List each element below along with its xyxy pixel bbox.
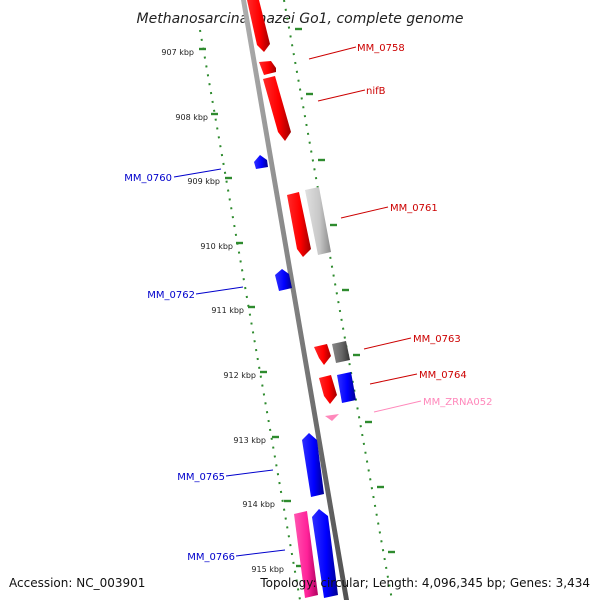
tick-label-914: 914 kbp <box>242 500 275 509</box>
gene-label-text[interactable]: MM_ZRNA052 <box>423 397 492 408</box>
gene-MM_0761-gray[interactable] <box>305 187 331 255</box>
gene-features <box>247 0 356 598</box>
tick-label-909: 909 kbp <box>187 177 220 186</box>
gene-MM_0761[interactable] <box>287 192 311 257</box>
gene-MM_0764-blue[interactable] <box>337 372 356 403</box>
gene-MM_0766[interactable] <box>312 509 338 598</box>
topology-text: Topology: circular; Length: 4,096,345 bp… <box>259 576 590 590</box>
tick-label-908: 908 kbp <box>175 113 208 122</box>
gene-MM_0762[interactable] <box>275 269 292 291</box>
label-MM_0765[interactable]: MM_0765 <box>177 469 274 483</box>
gene-label-text[interactable]: MM_0760 <box>124 173 172 184</box>
gene-MM_0763-dark[interactable] <box>332 341 350 363</box>
tick-label-910: 910 kbp <box>200 242 233 251</box>
label-nifB[interactable]: nifB <box>317 86 386 102</box>
gene-label-text[interactable]: MM_0764 <box>419 370 467 381</box>
label-MM_0763[interactable]: MM_0763 <box>363 334 461 350</box>
gene-labels: MM_0758 nifB MM_0761 MM_0763 MM_0764 MM_… <box>124 43 492 563</box>
tick-label-911: 911 kbp <box>211 306 244 315</box>
label-MM_0766[interactable]: MM_0766 <box>187 549 286 563</box>
label-MM_0761[interactable]: MM_0761 <box>340 203 438 219</box>
gene-MM_0758-tail[interactable] <box>259 61 276 75</box>
gene-MM_0766-pink[interactable] <box>294 511 318 598</box>
major-ticks <box>199 27 395 568</box>
gene-nifB[interactable] <box>263 76 291 141</box>
gene-label-text[interactable]: MM_0758 <box>357 43 405 54</box>
gene-label-text[interactable]: MM_0761 <box>390 203 438 214</box>
gene-label-text[interactable]: MM_0766 <box>187 552 235 563</box>
tick-track-left <box>199 29 301 600</box>
label-MM_ZRNA052[interactable]: MM_ZRNA052 <box>373 397 492 413</box>
tick-labels: 907 kbp 908 kbp 909 kbp 910 kbp 911 kbp … <box>161 48 284 574</box>
gene-MM_0763[interactable] <box>314 344 331 365</box>
gene-label-text[interactable]: MM_0762 <box>147 290 195 301</box>
tick-label-913: 913 kbp <box>233 436 266 445</box>
gene-label-text[interactable]: MM_0765 <box>177 472 225 483</box>
gene-MM_ZRNA052[interactable] <box>325 414 339 421</box>
sequence-backbone <box>241 0 349 600</box>
accession-text: Accession: NC_003901 <box>9 576 145 590</box>
gene-MM_0760[interactable] <box>254 155 268 169</box>
label-MM_0764[interactable]: MM_0764 <box>369 370 467 385</box>
tick-label-912: 912 kbp <box>223 371 256 380</box>
label-MM_0760[interactable]: MM_0760 <box>124 168 222 184</box>
gene-label-text[interactable]: nifB <box>366 86 386 97</box>
tick-label-907: 907 kbp <box>161 48 194 57</box>
gene-label-text[interactable]: MM_0763 <box>413 334 461 345</box>
label-MM_0758[interactable]: MM_0758 <box>308 43 405 60</box>
gene-MM_0765[interactable] <box>302 433 324 497</box>
gene-MM_0764[interactable] <box>319 375 337 404</box>
gene-MM_0758[interactable] <box>247 0 270 52</box>
map-title: Methanosarcina mazei Go1, complete genom… <box>137 11 464 27</box>
label-MM_0762[interactable]: MM_0762 <box>147 286 244 301</box>
tick-label-915: 915 kbp <box>251 565 284 574</box>
